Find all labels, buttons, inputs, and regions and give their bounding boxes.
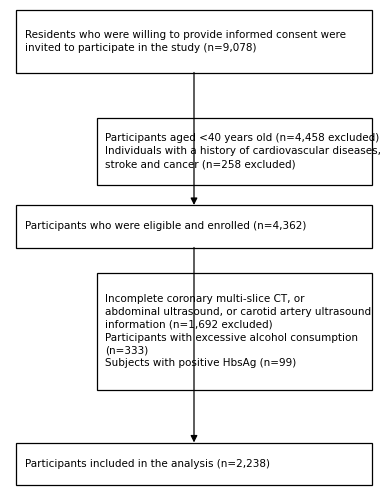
Text: Residents who were willing to provide informed consent were
invited to participa: Residents who were willing to provide in… — [25, 30, 346, 52]
Bar — [16, 442, 372, 485]
Bar — [97, 118, 372, 185]
Bar — [97, 272, 372, 390]
Text: Participants who were eligible and enrolled (n=4,362): Participants who were eligible and enrol… — [25, 221, 307, 231]
Bar — [16, 205, 372, 248]
Text: Participants included in the analysis (n=2,238): Participants included in the analysis (n… — [25, 459, 270, 469]
Text: Incomplete coronary multi-slice CT, or
abdominal ultrasound, or carotid artery u: Incomplete coronary multi-slice CT, or a… — [105, 294, 371, 368]
Bar — [16, 10, 372, 72]
Text: Participants aged <40 years old (n=4,458 excluded)
Individuals with a history of: Participants aged <40 years old (n=4,458… — [105, 134, 381, 169]
